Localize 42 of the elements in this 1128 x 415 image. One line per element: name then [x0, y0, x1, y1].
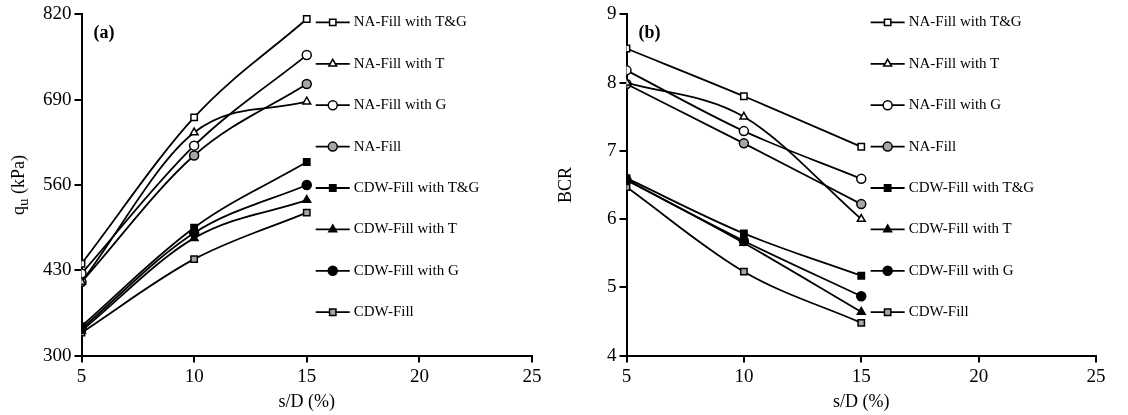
- y-axis-title: BCR: [554, 166, 575, 204]
- legend-label: CDW-Fill with G: [908, 261, 1014, 278]
- y-tick-label: 8: [607, 70, 617, 92]
- legend-label: CDW-Fill with T&G: [908, 178, 1035, 195]
- x-axis-title: s/D (%): [833, 390, 890, 412]
- y-tick-label: 4: [607, 343, 617, 365]
- y-tick-label: 560: [43, 172, 72, 194]
- legend-label: NA-Fill with T: [353, 54, 445, 71]
- x-tick-label: 10: [184, 364, 204, 386]
- y-tick-label: 300: [43, 343, 72, 365]
- y-tick-label: 5: [607, 275, 617, 297]
- legend-label: CDW-Fill with T: [353, 220, 457, 237]
- x-tick-label: 10: [734, 364, 754, 386]
- legend-label: NA-Fill: [908, 137, 957, 154]
- y-tick-label: 430: [43, 258, 72, 280]
- annotation: (a): [93, 22, 115, 44]
- x-tick-label: 15: [297, 364, 317, 386]
- x-tick-label: 20: [969, 364, 989, 386]
- legend-label: NA-Fill with G: [353, 96, 447, 113]
- legend-label: NA-Fill with T: [908, 54, 1000, 71]
- y-tick-label: 9: [607, 2, 617, 24]
- legend-label: CDW-Fill with G: [353, 261, 459, 278]
- y-tick-label: 820: [43, 2, 72, 24]
- legend-label: NA-Fill: [353, 137, 402, 154]
- x-tick-label: 5: [76, 364, 87, 386]
- legend-label: CDW-Fill: [908, 303, 969, 320]
- x-tick-label: 5: [621, 364, 632, 386]
- x-tick-label: 25: [1086, 364, 1106, 386]
- y-tick-label: 690: [43, 87, 72, 109]
- x-axis-title: s/D (%): [278, 390, 335, 412]
- x-tick-label: 15: [851, 364, 871, 386]
- y-tick-label: 7: [607, 138, 617, 160]
- x-tick-label: 25: [522, 364, 542, 386]
- legend-label: NA-Fill with T&G: [353, 13, 467, 30]
- legend-label: NA-Fill with T&G: [908, 13, 1022, 30]
- x-tick-label: 20: [409, 364, 429, 386]
- legend-label: NA-Fill with G: [908, 96, 1002, 113]
- annotation: (b): [638, 22, 661, 44]
- y-tick-label: 6: [607, 207, 617, 229]
- legend-label: CDW-Fill with T: [908, 220, 1012, 237]
- legend-label: CDW-Fill with T&G: [353, 178, 480, 195]
- legend-label: CDW-Fill: [353, 303, 414, 320]
